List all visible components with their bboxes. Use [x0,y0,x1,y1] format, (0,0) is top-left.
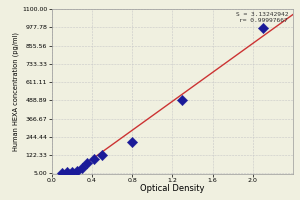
Point [69,170,74,173]
Point [260,26,265,29]
Point [59,171,64,174]
Point [92,157,96,160]
Point [130,140,134,143]
Point [84,161,89,165]
Point [180,99,185,102]
X-axis label: Optical Density: Optical Density [140,184,205,193]
Point [80,167,84,170]
Y-axis label: Human HEXA concentration (pg/ml): Human HEXA concentration (pg/ml) [13,32,20,151]
Point [74,169,79,172]
Point [100,154,104,157]
Text: S = 3.13242942
r= 0.99997667: S = 3.13242942 r= 0.99997667 [236,12,288,23]
Point [64,171,69,174]
